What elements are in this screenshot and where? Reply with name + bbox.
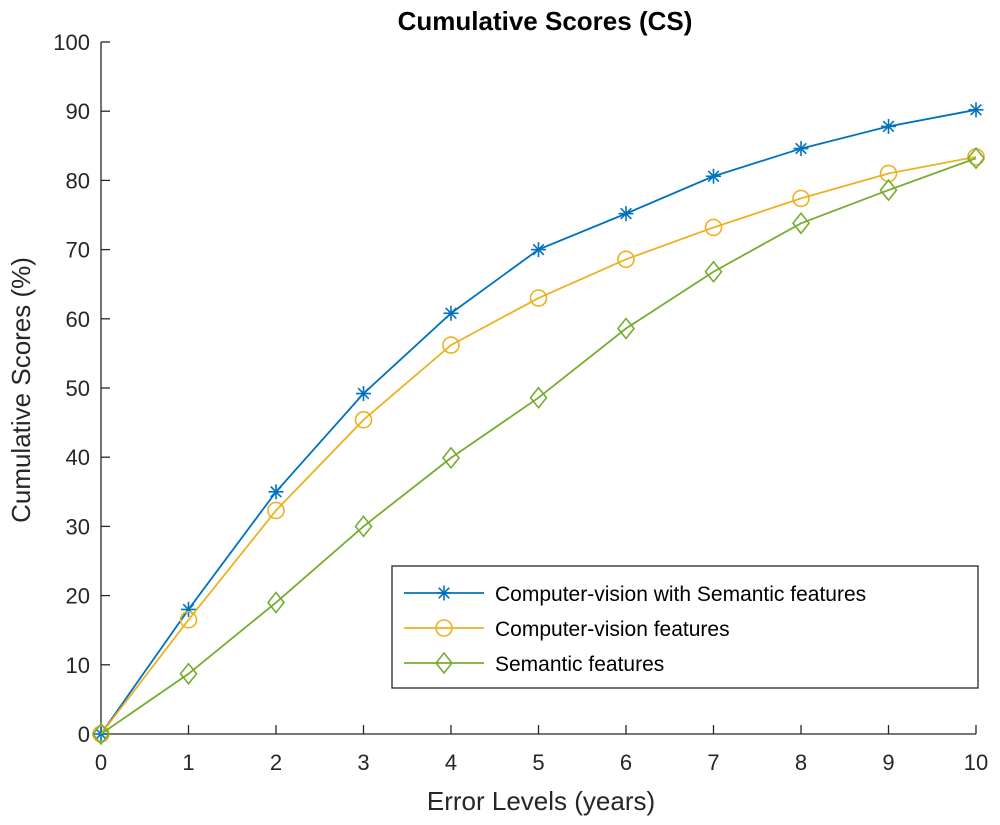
chart-title: Cumulative Scores (CS): [398, 6, 693, 36]
data-point: [531, 242, 546, 258]
data-point: [881, 118, 896, 134]
series-layer: [91, 102, 986, 746]
asterisk-stroke: [620, 207, 632, 220]
y-tick-label: 50: [66, 376, 90, 401]
legend-label: Semantic features: [495, 653, 664, 676]
y-tick-label: 0: [78, 722, 90, 747]
x-tick-label: 7: [707, 750, 719, 775]
data-point: [966, 146, 986, 170]
x-tick-label: 3: [357, 750, 369, 775]
data-point: [267, 501, 285, 520]
series-line: [100, 157, 977, 735]
data-point: [706, 168, 721, 184]
asterisk-stroke: [795, 142, 807, 155]
y-tick-label: 40: [66, 445, 90, 470]
data-point: [879, 164, 898, 183]
data-point: [616, 317, 636, 340]
x-tick-label: 5: [532, 750, 544, 775]
data-point: [268, 484, 284, 500]
data-point: [618, 206, 634, 222]
data-point: [266, 591, 286, 614]
y-tick-label: 30: [66, 514, 90, 539]
legend: Computer-vision with Semantic features Co…: [391, 565, 979, 689]
data-point: [704, 260, 723, 284]
x-tick-label: 6: [620, 750, 632, 775]
y-axis-label: Cumulative Scores (%): [6, 257, 36, 523]
series-3: [91, 146, 986, 746]
asterisk-stroke: [882, 120, 895, 133]
legend-marker: [434, 651, 454, 675]
legend-label: Computer-vision features: [495, 618, 730, 641]
asterisk-stroke: [707, 170, 720, 183]
y-tick-label: 90: [66, 99, 90, 124]
legend-entry: Computer-vision with Semantic features: [404, 583, 866, 606]
asterisk-stroke: [445, 307, 457, 320]
series-1: [93, 102, 984, 742]
x-tick-label: 9: [882, 750, 894, 775]
y-tick-label: 80: [66, 168, 90, 193]
x-tick-label: 10: [964, 750, 988, 775]
data-point: [91, 722, 111, 746]
data-point: [791, 212, 811, 235]
x-tick-label: 2: [270, 750, 282, 775]
data-point: [793, 141, 809, 157]
x-tick-label: 1: [182, 750, 194, 775]
y-tick-label: 70: [66, 238, 90, 263]
legend-box: [391, 565, 979, 689]
data-point: [617, 250, 635, 269]
data-point: [968, 102, 984, 118]
data-point: [179, 662, 198, 686]
asterisk-stroke: [270, 485, 282, 498]
legend-marker: [435, 619, 453, 637]
legend-label: Computer-vision with Semantic features: [495, 583, 866, 606]
x-tick-label: 0: [95, 750, 107, 775]
data-point: [529, 289, 548, 307]
asterisk-stroke: [970, 103, 982, 116]
legend-entry: Semantic features: [404, 651, 664, 676]
y-tick-label: 60: [66, 307, 90, 332]
asterisk-stroke: [357, 387, 370, 400]
data-point: [356, 386, 371, 402]
asterisk-stroke: [532, 243, 545, 256]
series-line: [100, 155, 977, 735]
y-tick-label: 10: [66, 653, 90, 678]
data-point: [879, 178, 898, 202]
x-axis-label: Error Levels (years): [427, 786, 655, 816]
y-tick-label: 100: [53, 30, 90, 55]
x-tick-label: 4: [445, 750, 457, 775]
data-point: [442, 336, 460, 354]
data-point: [354, 411, 373, 429]
x-tick-label: 8: [795, 750, 807, 775]
data-point: [529, 386, 548, 409]
data-point: [354, 515, 373, 538]
asterisk-stroke: [438, 587, 450, 599]
series-2: [92, 148, 985, 743]
data-point: [704, 218, 723, 237]
data-point: [792, 189, 810, 208]
y-tick-label: 20: [66, 584, 90, 609]
data-point: [441, 446, 461, 470]
legend-entry: Computer-vision features: [404, 618, 730, 641]
data-point: [443, 305, 459, 321]
data-point: [179, 611, 198, 629]
legend-marker: [436, 585, 452, 601]
